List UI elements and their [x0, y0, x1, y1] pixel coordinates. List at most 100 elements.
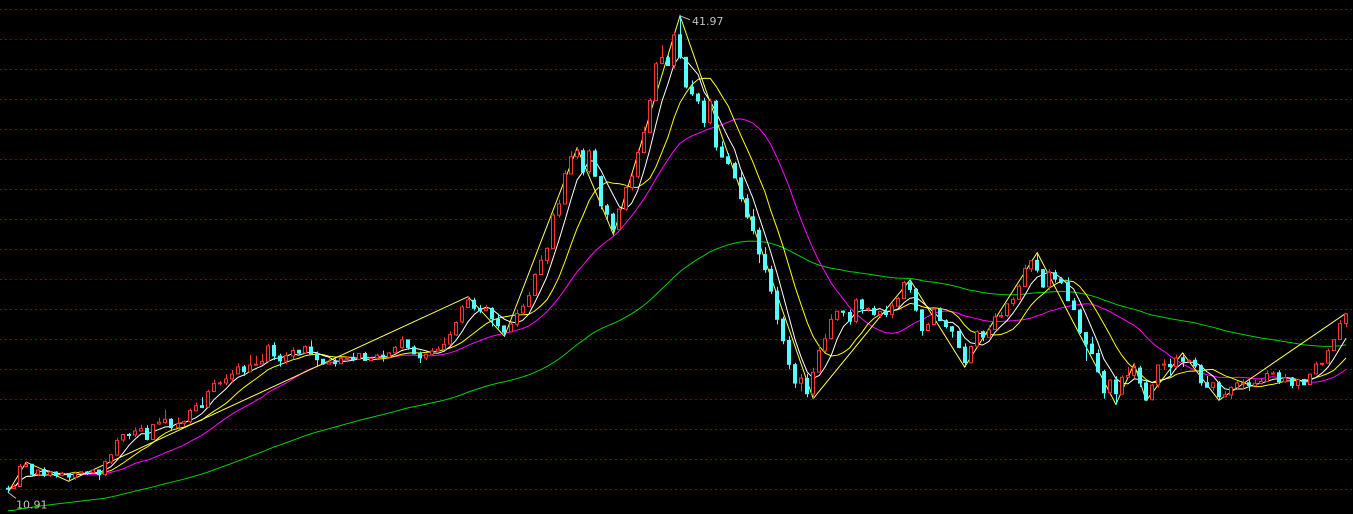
candle-body [884, 311, 888, 315]
candle-down [872, 305, 876, 316]
candle-up [515, 309, 519, 327]
candle-down [860, 298, 864, 314]
high-marker [679, 15, 691, 21]
candle-body [490, 307, 494, 320]
candle-body [212, 382, 216, 392]
candle-body [1047, 271, 1051, 288]
candle-body [866, 307, 870, 310]
candle-down [793, 362, 797, 388]
candle-down [1205, 376, 1209, 388]
candle-down [841, 310, 845, 317]
candle-body [109, 454, 113, 463]
candle-body [714, 100, 718, 148]
candle-up [1023, 264, 1027, 288]
candle-body [406, 339, 410, 348]
candle-up [60, 471, 64, 477]
candle-down [1247, 379, 1251, 391]
candle-up [393, 346, 397, 354]
candle-body [1277, 372, 1281, 383]
candle-body [206, 391, 210, 408]
candle-body [254, 363, 258, 366]
candle-up [369, 357, 373, 362]
candle-body [1223, 394, 1227, 398]
candle-body [1326, 350, 1330, 364]
candle-up [1332, 339, 1336, 352]
candle-body [97, 469, 101, 476]
candle-down [690, 80, 694, 96]
candle-up [533, 273, 537, 296]
candle-body [400, 339, 404, 349]
candle-body [605, 205, 609, 215]
candle-body [611, 213, 615, 231]
candle-up [79, 471, 83, 475]
low-marker [7, 491, 17, 499]
candle-body [1174, 357, 1178, 368]
candle-up [817, 344, 821, 373]
candle-body [999, 315, 1003, 318]
candle-down [1072, 298, 1076, 311]
candle-down [702, 97, 706, 128]
candle-body [1168, 363, 1172, 367]
candle-body [218, 382, 222, 385]
candle-body [696, 93, 700, 102]
candle-body [1150, 384, 1154, 401]
candle-body [291, 349, 295, 357]
candle-body [690, 86, 694, 95]
candle-up [1029, 260, 1033, 272]
candle-down [757, 227, 761, 264]
candle-body [938, 308, 942, 322]
candle-body [896, 298, 900, 307]
candle-up [339, 357, 343, 365]
candle-body [333, 361, 337, 365]
candle-up [1344, 313, 1348, 328]
candle-body [642, 131, 646, 153]
candle-body [230, 373, 234, 380]
candle-body [436, 348, 440, 352]
candle-body [1053, 272, 1057, 280]
candle-body [1035, 259, 1039, 271]
candle-up [345, 356, 349, 363]
candle-up [654, 61, 658, 102]
candle-up [442, 337, 446, 350]
candle-up [430, 348, 434, 356]
candle-body [1120, 376, 1124, 395]
candle-down [1066, 277, 1070, 302]
candle-up [1296, 378, 1300, 390]
candle-body [1023, 268, 1027, 288]
candle-body [133, 430, 137, 436]
candle-body [1217, 382, 1221, 398]
candle-body [1229, 386, 1233, 396]
candle-down [611, 212, 615, 235]
candle-up [835, 310, 839, 321]
candle-down [720, 141, 724, 158]
candle-down [412, 345, 416, 355]
candle-down [581, 148, 585, 176]
candle-up [139, 424, 143, 432]
candle-up [993, 313, 997, 330]
candle-body [42, 469, 46, 476]
candle-up [1265, 370, 1269, 382]
candle-up [521, 303, 525, 315]
candle-body [127, 434, 131, 436]
candle-body [1265, 373, 1269, 382]
candle-body [720, 146, 724, 158]
candle-up [18, 463, 22, 487]
candle-body [412, 346, 416, 355]
candle-body [1132, 367, 1136, 376]
candle-body [763, 253, 767, 271]
candle-body [1096, 353, 1100, 373]
candle-body [987, 329, 991, 338]
ma-longest-line [7, 240, 1347, 512]
candle-up [1017, 284, 1021, 300]
candle-body [85, 471, 89, 474]
candle-body [1296, 379, 1300, 387]
low-price-label: 10.91 [16, 498, 48, 511]
candle-body [484, 308, 488, 312]
candle-body [963, 346, 967, 364]
candle-up [799, 374, 803, 392]
candle-body [36, 469, 40, 475]
candle-body [630, 175, 634, 189]
candle-body [1314, 363, 1318, 375]
candle-body [163, 418, 167, 424]
candle-body [1247, 382, 1251, 386]
